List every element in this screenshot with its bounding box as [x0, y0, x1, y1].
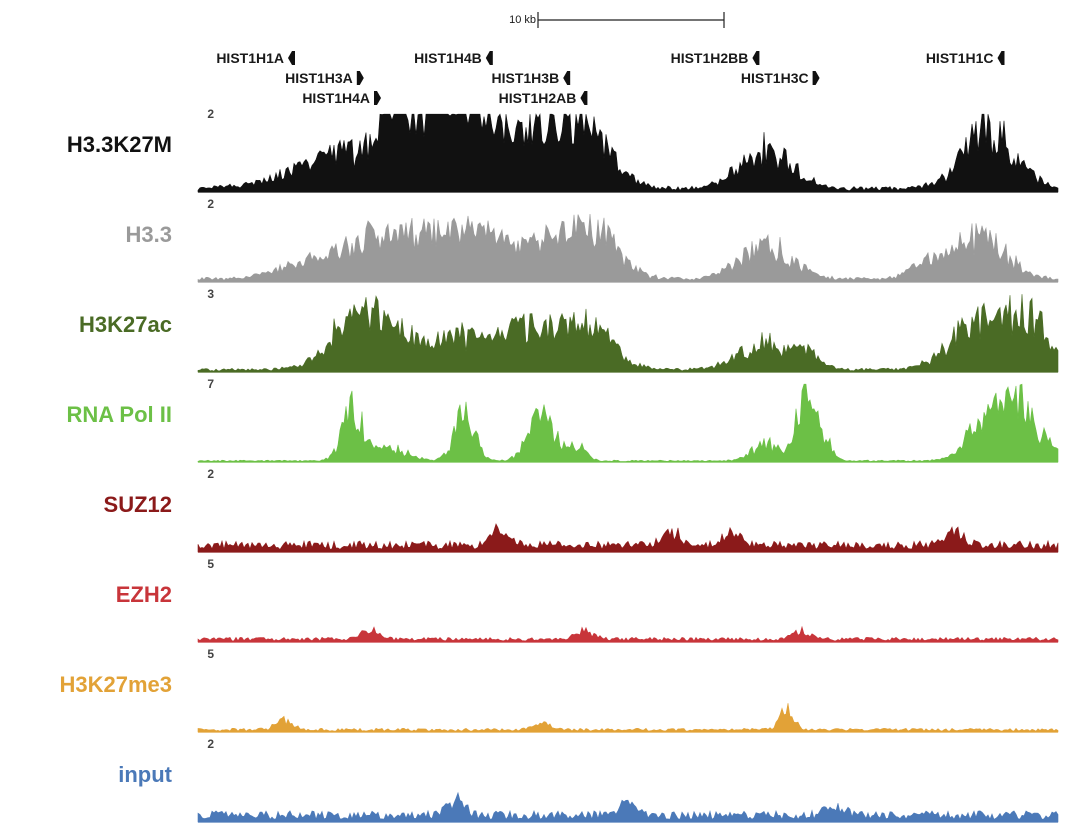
- track-label: H3.3K27M: [67, 132, 172, 157]
- track-max-label: 7: [207, 377, 214, 391]
- track-0: 2 H3.3K27M: [67, 107, 1059, 193]
- gene-label: HIST1H3B: [492, 70, 560, 86]
- gene-feature-hist1h3a: [356, 71, 364, 85]
- gene-label: HIST1H4B: [414, 50, 482, 66]
- gene-label: HIST1H1A: [216, 50, 284, 66]
- track-label: H3.3: [126, 222, 172, 247]
- track-label: H3K27me3: [59, 672, 172, 697]
- track-signal: [197, 703, 1059, 733]
- track-signal: [197, 294, 1059, 373]
- gene-feature-hist1h3b: [563, 71, 571, 85]
- track-3: 7 RNA Pol II: [66, 377, 1059, 463]
- track-signal: [197, 523, 1059, 553]
- gene-label: HIST1H4A: [302, 90, 370, 106]
- track-label: RNA Pol II: [66, 402, 172, 427]
- gene-label: HIST1H2AB: [499, 90, 577, 106]
- gene-feature-hist1h1c: [997, 51, 1005, 65]
- track-signal: [197, 383, 1059, 463]
- track-max-label: 5: [207, 557, 214, 571]
- track-label: input: [118, 762, 172, 787]
- gene-feature-hist1h2bb: [752, 51, 760, 65]
- gene-label: HIST1H2BB: [671, 50, 749, 66]
- gene-feature-hist1h3c: [812, 71, 820, 85]
- gene-label: HIST1H1C: [926, 50, 994, 66]
- track-max-label: 3: [207, 287, 214, 301]
- track-7: 2 input: [118, 737, 1059, 823]
- track-4: 2 SUZ12: [104, 467, 1059, 553]
- track-max-label: 5: [207, 647, 214, 661]
- track-5: 5 EZH2: [116, 557, 1059, 643]
- track-label: EZH2: [116, 582, 172, 607]
- signal-tracks: 2 H3.3K27M 2 H3.3 3 H3K27ac 7 RNA Pol II 2 SUZ12 5…: [59, 107, 1059, 823]
- track-label: H3K27ac: [79, 312, 172, 337]
- scale-bar: 10 kb: [509, 12, 725, 28]
- gene-feature-hist1h4b: [485, 51, 493, 65]
- track-2: 3 H3K27ac: [79, 287, 1059, 373]
- track-signal: [197, 791, 1059, 823]
- track-signal: [197, 113, 1059, 193]
- gene-annotations: HIST1H1A HIST1H4B HIST1H2BB HIST1H1C HIST1H3…: [216, 50, 1005, 106]
- track-max-label: 2: [207, 467, 214, 481]
- track-label: SUZ12: [104, 492, 172, 517]
- track-signal: [197, 625, 1059, 643]
- track-signal: [197, 213, 1059, 283]
- gene-feature-hist1h4a: [374, 91, 381, 105]
- track-6: 5 H3K27me3: [59, 647, 1059, 733]
- gene-feature-hist1h1a: [288, 51, 295, 65]
- track-max-label: 2: [207, 197, 214, 211]
- gene-label: HIST1H3C: [741, 70, 809, 86]
- scale-bar-label: 10 kb: [509, 14, 536, 26]
- track-max-label: 2: [207, 107, 214, 121]
- track-1: 2 H3.3: [126, 197, 1059, 283]
- track-max-label: 2: [207, 737, 214, 751]
- gene-feature-hist1h2ab: [580, 91, 588, 105]
- gene-label: HIST1H3A: [285, 70, 353, 86]
